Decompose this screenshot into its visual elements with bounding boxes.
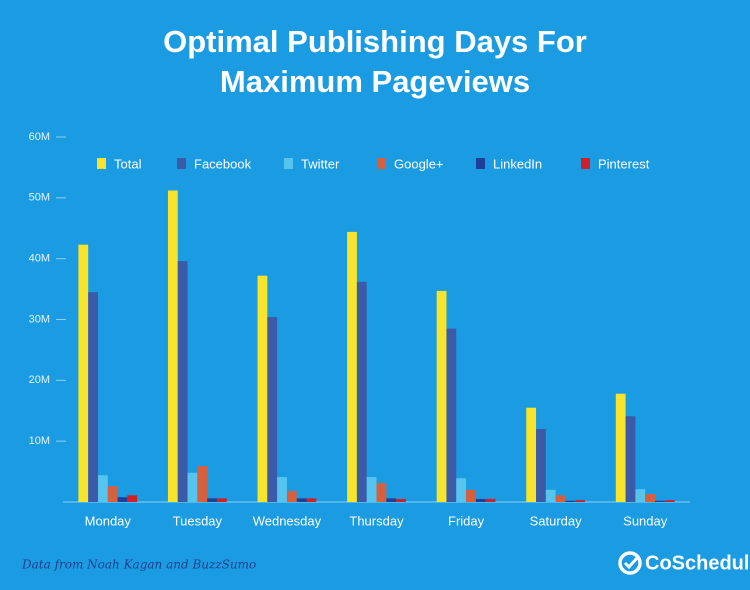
bar [655,500,665,502]
bar [216,498,227,502]
x-tick-label: Thursday [349,513,404,528]
logo-check [623,557,639,570]
bar [664,500,675,502]
bar [366,477,377,502]
bar [187,472,198,502]
bar [306,498,317,502]
legend-swatch [177,158,186,169]
y-tick-label: 50M [29,192,50,204]
bar [446,328,457,502]
legend-swatch [476,158,485,169]
bar [177,261,188,502]
source-note: Data from Noah Kagan and BuzzSumo [21,558,256,572]
bar [356,281,367,502]
bar [296,498,307,502]
x-tick-label: Tuesday [173,513,223,528]
bar [545,489,556,502]
bar [277,477,287,502]
legend-label: Google+ [394,156,444,171]
bar [107,486,118,502]
bar [536,429,546,502]
bar [396,498,406,502]
bar [645,494,656,502]
y-tick-label: 10M [29,435,50,447]
bar [207,498,217,502]
brand-name: CoSchedule [645,552,750,574]
bar [97,475,108,502]
legend-label: Facebook [194,156,252,171]
legend-swatch [284,158,293,169]
y-tick-label: 60M [29,131,50,143]
chart-title: Optimal Publishing Days For Maximum Page… [163,24,587,99]
y-tick-label: 20M [29,374,50,386]
legend-label: Pinterest [598,156,650,171]
bar [257,275,268,502]
logo-circle [618,551,642,575]
bar [466,489,476,502]
bar [565,500,576,502]
x-tick-label: Saturday [530,513,583,528]
bar [117,497,128,502]
bar [167,190,178,503]
bar [197,466,208,502]
bar [386,498,397,502]
legend-label: LinkedIn [493,156,542,171]
legend-label: Total [114,156,142,171]
bar [347,231,357,502]
bar [635,489,646,502]
bar [267,317,278,502]
legend-label: Twitter [301,156,340,171]
y-tick-label: 40M [29,253,50,265]
bar [376,483,387,502]
bar [625,416,636,502]
bar [286,491,297,502]
bar [555,495,566,502]
bar [436,290,447,502]
legend-swatch [377,158,386,169]
bar [575,500,586,502]
legend-swatch [581,158,590,169]
bar [88,292,98,502]
x-tick-label: Friday [448,513,485,528]
bar [615,393,626,502]
bar [485,498,496,502]
bar [78,244,89,503]
x-tick-label: Sunday [623,513,668,528]
brand-logo: CoSchedule [618,551,750,575]
bar [456,478,467,502]
y-tick-label: 30M [29,313,50,325]
legend-swatch [97,158,106,169]
bar [526,407,537,502]
x-tick-label: Wednesday [253,513,322,528]
bar [127,495,138,502]
x-tick-label: Monday [85,513,132,528]
bar [475,498,486,502]
